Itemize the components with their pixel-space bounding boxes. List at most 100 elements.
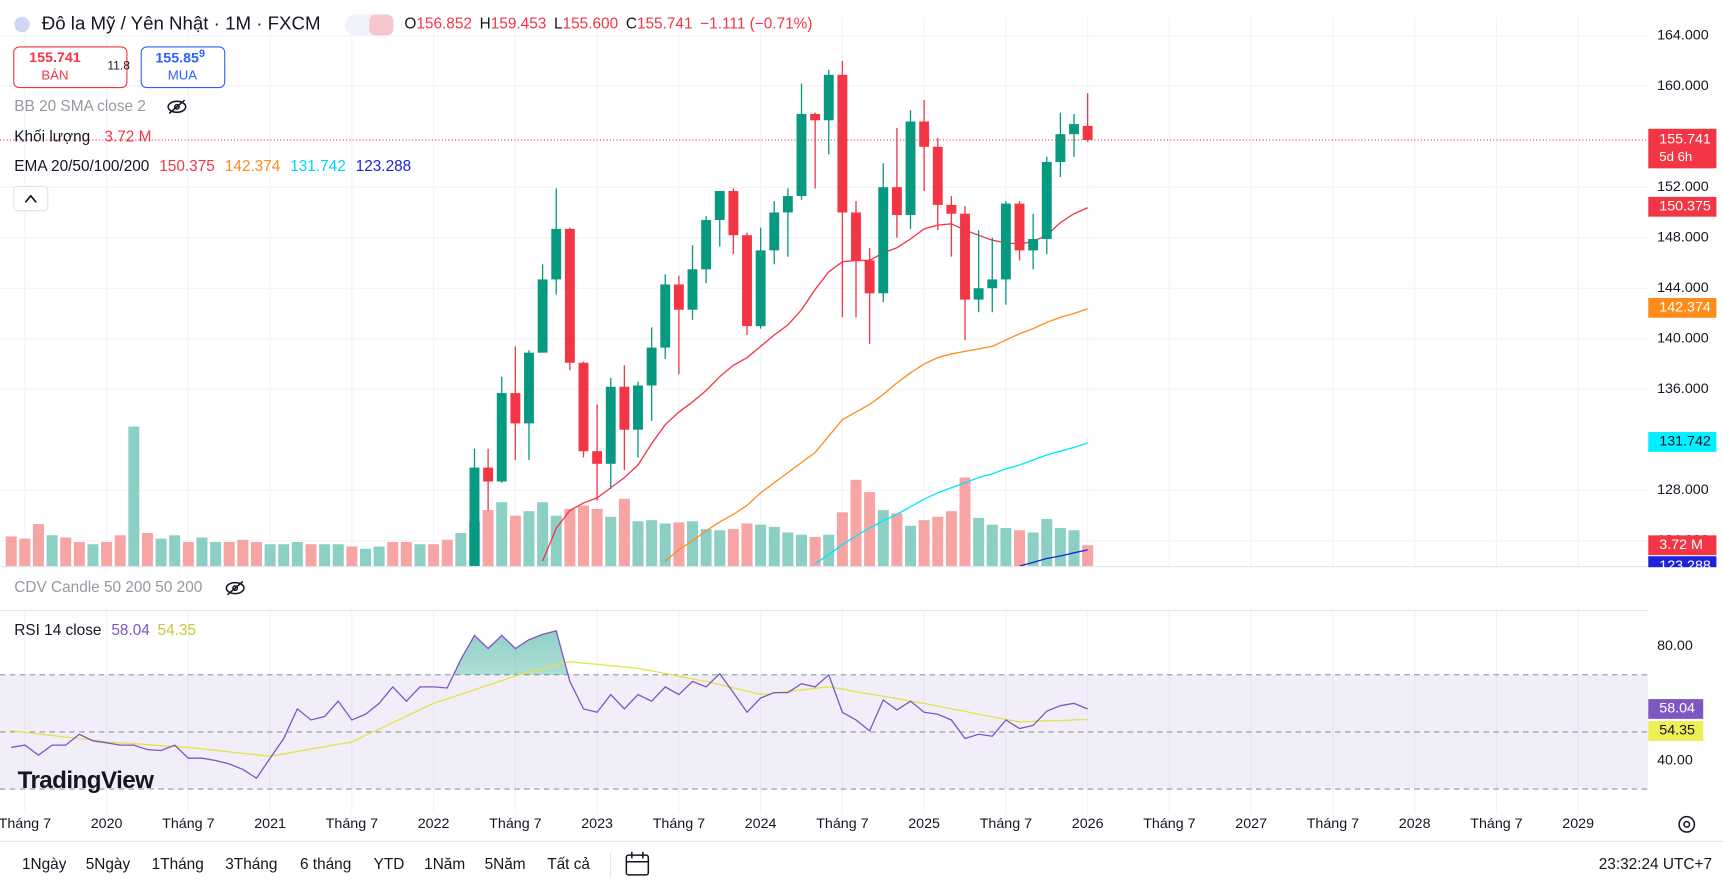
ohlc-key: O [404, 15, 416, 32]
x-tick-label: Tháng 7 [0, 816, 51, 832]
candle-body [687, 269, 698, 310]
volume-bar [428, 544, 440, 567]
volume-bar [5, 536, 17, 567]
ema-legend-title: EMA 20/50/100/200 [14, 158, 149, 175]
candle-body [1014, 203, 1025, 251]
ohlc-key: L [554, 15, 563, 32]
volume-bar [73, 542, 85, 567]
range-button[interactable]: 6 tháng [300, 856, 351, 873]
candle-body [946, 204, 957, 214]
range-button[interactable]: 1Ngày [22, 856, 67, 873]
candle-body [851, 212, 861, 261]
x-tick-label: 2025 [908, 816, 940, 832]
volume-bar [564, 508, 576, 567]
x-tick-label: Tháng 7 [653, 816, 705, 832]
ohlc-value: 155.600 [563, 15, 619, 32]
candle-body [769, 212, 780, 251]
ema-tag [1648, 298, 1717, 318]
candle-body [537, 279, 548, 353]
volume-bar [128, 426, 140, 567]
volume-bar [673, 522, 685, 567]
volume-bar [973, 517, 985, 567]
ema-line [542, 207, 1088, 562]
volume-bar [1054, 527, 1066, 567]
volume-bar [550, 515, 562, 567]
range-bar: 1Ngày 5Ngày 1Tháng 3Tháng 6 tháng YTD 1Năm 5Năm… [22, 856, 590, 873]
volume-bar [19, 538, 31, 567]
volume-bar [400, 542, 412, 567]
range-button[interactable]: Tất cả [547, 856, 590, 873]
volume-bar [223, 542, 235, 567]
rsi-line [11, 630, 1088, 780]
x-tick-label: Tháng 7 [980, 816, 1032, 832]
volume-legend: Khối lượng [14, 129, 90, 146]
volume-bar [210, 542, 222, 567]
range-button[interactable]: 1Tháng [152, 856, 204, 873]
last-price-tag [1648, 128, 1717, 169]
ema-line [1019, 549, 1088, 567]
volume-tag [1648, 535, 1717, 556]
volume-bar [250, 542, 262, 567]
range-button[interactable]: 1Năm [424, 856, 465, 873]
status-pill[interactable] [369, 14, 394, 36]
volume-bar [782, 532, 794, 567]
settings-icon[interactable] [1678, 815, 1696, 833]
buy-button[interactable] [140, 46, 226, 89]
volume-bar [864, 492, 876, 567]
volume-bar [332, 544, 344, 567]
volume-bar [414, 544, 426, 567]
volume-bar [741, 523, 753, 567]
range-button[interactable]: 3Tháng [225, 856, 277, 873]
candle-body [919, 121, 930, 147]
x-tick-label: 2024 [745, 816, 777, 832]
eye-off-icon[interactable] [225, 580, 245, 596]
volume-bar [182, 542, 194, 567]
candle-body [592, 451, 603, 464]
candle-body [782, 196, 793, 213]
eye-off-icon[interactable] [167, 99, 187, 114]
calendar-icon[interactable] [625, 851, 650, 876]
ohlc-value: 159.453 [491, 15, 547, 32]
symbol-title: Đô la Mỹ / Yên Nhật · 1M · FXCM [42, 12, 321, 33]
volume-bar [659, 523, 671, 567]
volume-bar [196, 537, 208, 567]
volume-bar [823, 534, 835, 567]
candle-body [605, 386, 616, 464]
volume-bar [373, 546, 385, 567]
range-button[interactable]: 5Ngày [86, 856, 131, 873]
ema-tag-value: 150.375 [1659, 199, 1711, 215]
candle-body [960, 213, 970, 300]
range-button[interactable]: 5Năm [485, 856, 526, 873]
volume-bar [1027, 532, 1039, 567]
candle-body [1000, 203, 1011, 280]
candle-body [891, 187, 902, 215]
buy-price-pip: 9 [199, 48, 205, 60]
volume-bar [891, 513, 903, 567]
volume-bar [646, 520, 658, 567]
volume-bar [755, 524, 767, 567]
candle-body [646, 347, 657, 386]
x-tick-label: 2026 [1072, 816, 1104, 832]
ema-tag [1648, 432, 1717, 452]
volume-bar [918, 520, 930, 567]
volume-bar [523, 511, 535, 567]
candle-body [633, 385, 643, 430]
sell-button[interactable] [13, 46, 128, 89]
ema-legend-value: 123.288 [356, 158, 412, 175]
volume-bar [932, 516, 944, 567]
x-tick-label: Tháng 7 [489, 816, 541, 832]
candle-body [823, 74, 834, 121]
x-tick-label: Tháng 7 [1143, 816, 1195, 832]
volume-bar [1000, 527, 1012, 567]
candle-body [524, 352, 534, 424]
collapse-button[interactable] [13, 185, 49, 212]
range-button[interactable]: YTD [374, 856, 405, 873]
sell-price: 155.741 [29, 50, 81, 66]
candle-body [551, 228, 562, 280]
ema-legend-value: 131.742 [290, 158, 346, 175]
volume-bar [1014, 530, 1026, 567]
volume-bar [687, 521, 698, 567]
candle-body [1041, 161, 1052, 239]
